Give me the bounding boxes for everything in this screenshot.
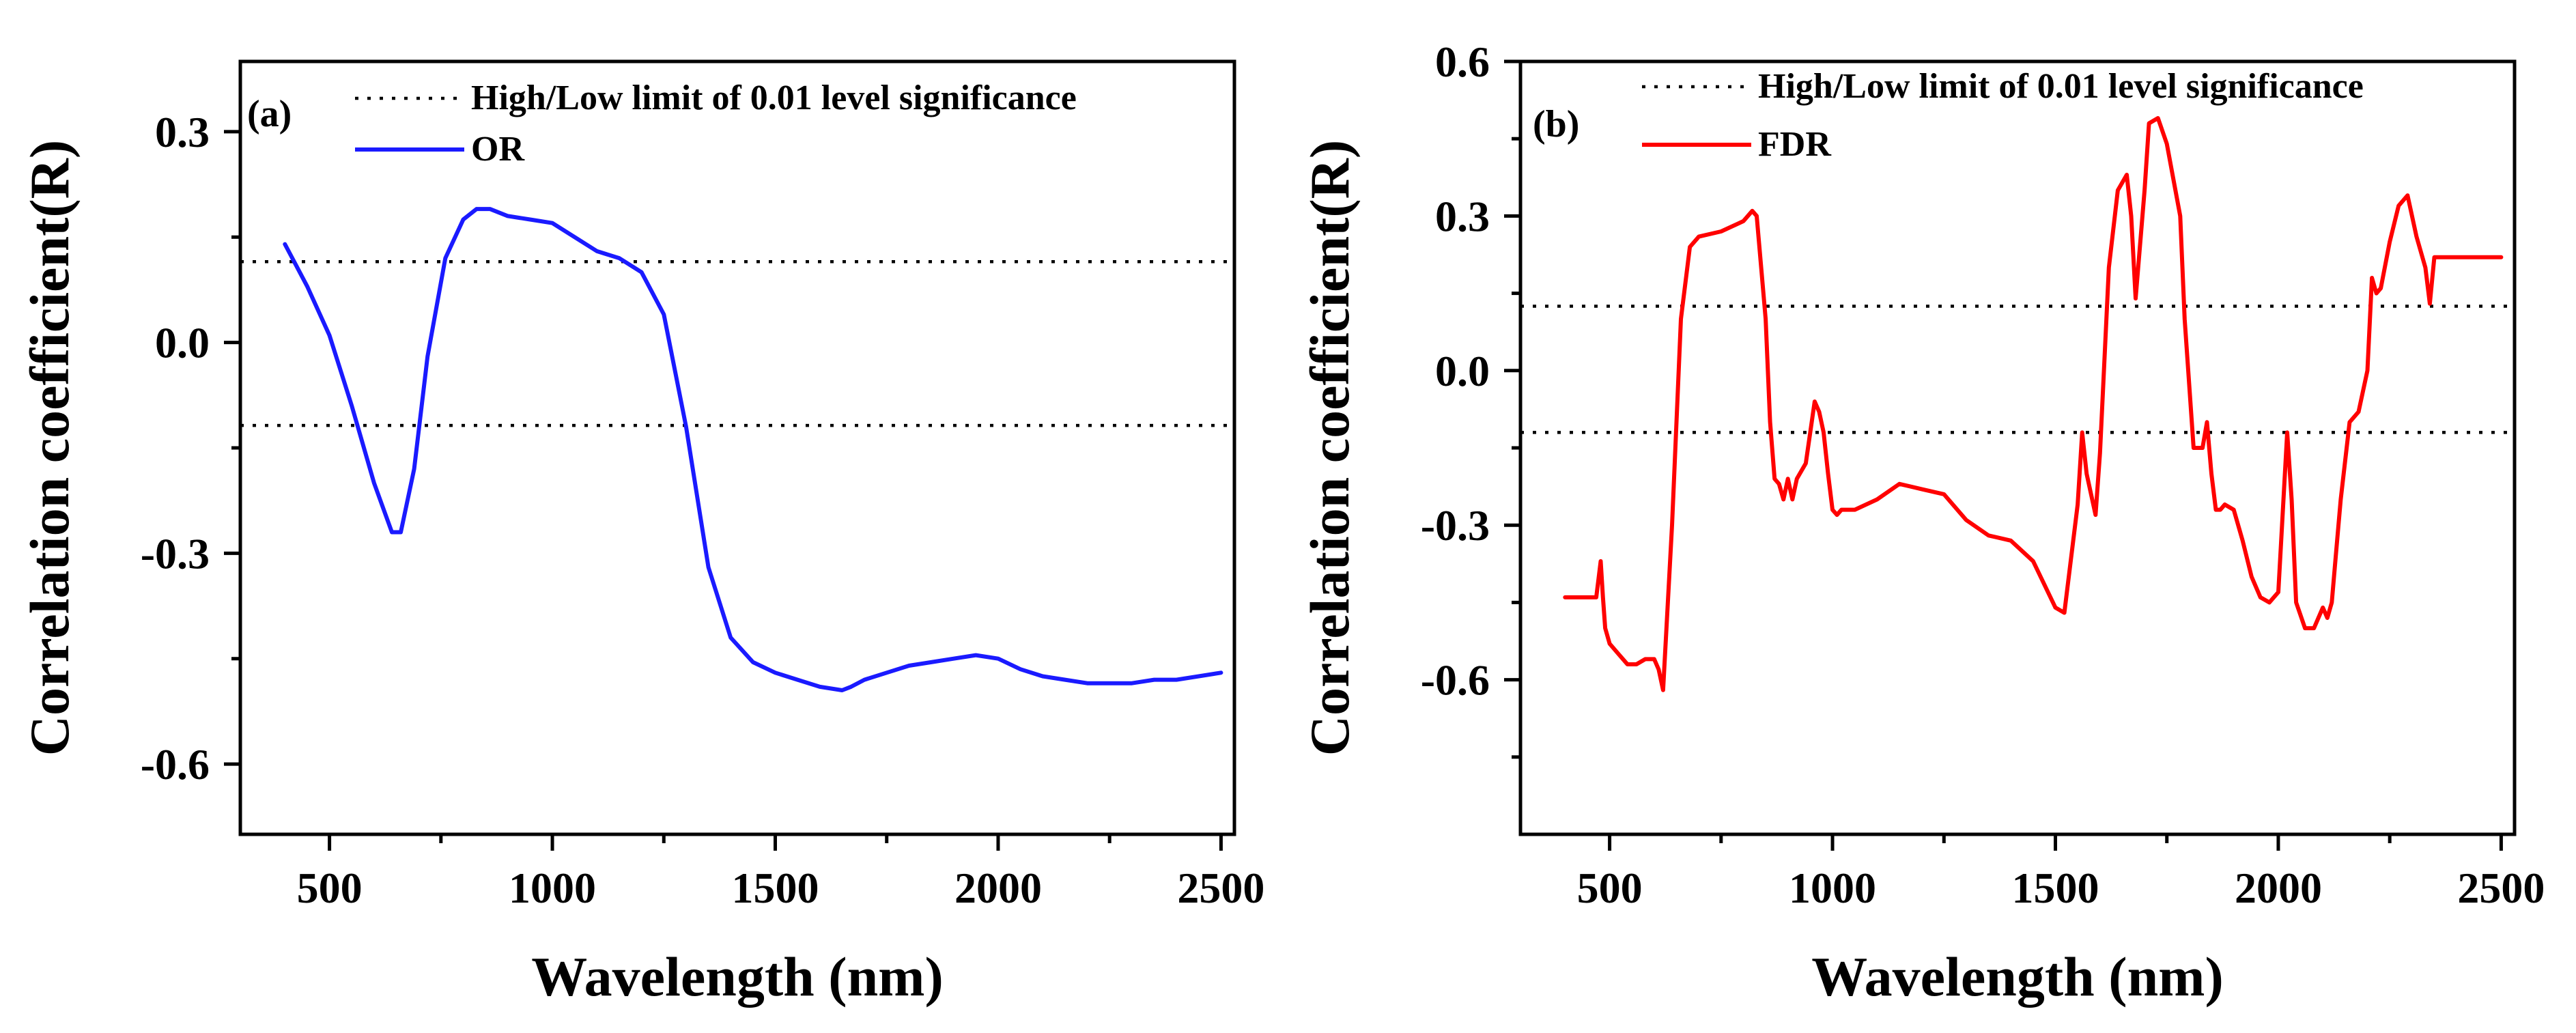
x-tick-label: 500 (1577, 864, 1643, 912)
y-tick-label: -0.3 (1421, 501, 1490, 550)
series-line-or (283, 207, 1223, 692)
y-tick-label: 0.0 (155, 319, 210, 367)
legend-series-label: FDR (1758, 125, 1832, 164)
y-tick-label: -0.6 (141, 740, 210, 789)
chart-panel-a: 500 1000 1500 2000 2500 0.3 0.0 -0.3 -0.6 Wavelen… (18, 59, 1264, 1008)
series-line-fdr (1563, 116, 2504, 692)
y-tick-label: -0.6 (1421, 656, 1490, 705)
y-tick-label: -0.3 (141, 529, 210, 578)
x-tick-label: 1000 (509, 864, 596, 912)
x-tick-label: 1500 (2011, 864, 2099, 912)
y-axis-title: Correlation coefficient(R) (18, 140, 81, 756)
panel-label: (b) (1533, 103, 1579, 145)
legend-significance-label: High/Low limit of 0.01 level significanc… (1758, 67, 2364, 106)
legend-significance-label: High/Low limit of 0.01 level significanc… (471, 79, 1077, 117)
plot-frame (238, 59, 1236, 836)
y-tick-label: 0.3 (155, 108, 210, 156)
y-tick-label: 0.3 (1435, 192, 1490, 240)
x-tick-label: 1000 (1789, 864, 1876, 912)
y-axis-title: Correlation coefficient(R) (1299, 140, 1361, 756)
legend-series-label: OR (471, 130, 525, 169)
x-tick-label: 2000 (954, 864, 1042, 912)
chart-panel-b: 500 1000 1500 2000 2500 0.6 0.3 0.0 -0.3 -0.6 Wave… (1299, 38, 2545, 1008)
y-tick-label: 0.6 (1435, 38, 1490, 86)
y-tick-label: 0.0 (1435, 347, 1490, 395)
panel-label: (a) (247, 93, 292, 135)
x-tick-label: 2500 (2457, 864, 2545, 912)
x-tick-label: 2500 (1177, 864, 1264, 912)
x-axis-title: Wavelength (nm) (531, 946, 944, 1008)
x-tick-label: 1500 (731, 864, 819, 912)
x-tick-label: 500 (297, 864, 363, 912)
x-axis-title: Wavelength (nm) (1811, 946, 2224, 1008)
plot-frame (1518, 59, 2517, 836)
x-tick-label: 2000 (2235, 864, 2322, 912)
